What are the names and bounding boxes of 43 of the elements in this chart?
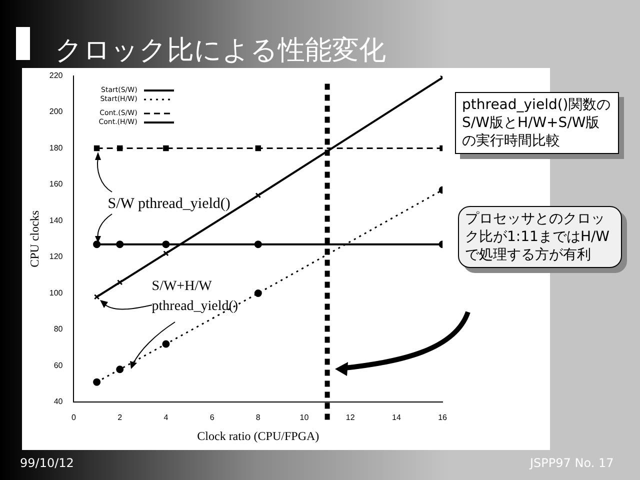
y-tick-label: 220 xyxy=(49,71,64,80)
x-tick-label: 16 xyxy=(438,413,448,422)
x-tick-label: 8 xyxy=(256,413,261,422)
y-tick-label: 160 xyxy=(49,180,64,189)
point xyxy=(116,280,123,286)
point xyxy=(93,240,101,248)
point xyxy=(254,240,262,248)
point xyxy=(94,145,100,152)
x-tick-label: 10 xyxy=(300,413,310,422)
x-tick-label: 14 xyxy=(392,413,402,422)
point xyxy=(255,192,262,198)
point xyxy=(163,145,169,152)
point xyxy=(255,145,262,152)
x-tick-label: 4 xyxy=(164,413,169,422)
x-tick-label: 6 xyxy=(210,413,215,422)
y-tick-label: 80 xyxy=(54,324,64,334)
point xyxy=(163,250,169,256)
x-tick-label: 2 xyxy=(118,413,123,422)
y-tick-label: 120 xyxy=(49,252,64,262)
x-axis-title: Clock ratio (CPU/FPGA) xyxy=(197,428,320,443)
text: JSPP97 No. 17 xyxy=(530,456,614,470)
y-tick-label: 140 xyxy=(49,216,64,225)
y-tick-label: 40 xyxy=(54,397,64,406)
point xyxy=(162,340,170,348)
y-tick-label: 100 xyxy=(49,288,64,298)
point xyxy=(162,240,170,248)
point xyxy=(93,378,101,386)
y-axis-title: CPU clocks xyxy=(27,210,42,268)
annotation: S/W+H/W pthread_yield() xyxy=(152,278,240,316)
x-tick-label: 0 xyxy=(72,413,77,422)
text: pthread_yield()関数のS/W版とH/W+S/W版の実行時間比較 xyxy=(455,92,619,154)
y-tick-label: 180 xyxy=(49,143,64,152)
point xyxy=(116,145,123,152)
x-tick-label: 12 xyxy=(346,413,356,422)
y-tick-label: 200 xyxy=(49,107,64,116)
point xyxy=(116,240,124,248)
point xyxy=(116,366,124,374)
text: プロセッサとのクロック比が1:11まではH/Wで処理する方が有利 xyxy=(458,206,622,268)
text: 99/10/12 xyxy=(20,456,74,470)
y-tick-label: 60 xyxy=(54,360,64,370)
point xyxy=(254,290,262,298)
chart-title: クロック比による性能変化 xyxy=(55,34,386,68)
annotation: S/W pthread_yield() xyxy=(108,196,230,214)
